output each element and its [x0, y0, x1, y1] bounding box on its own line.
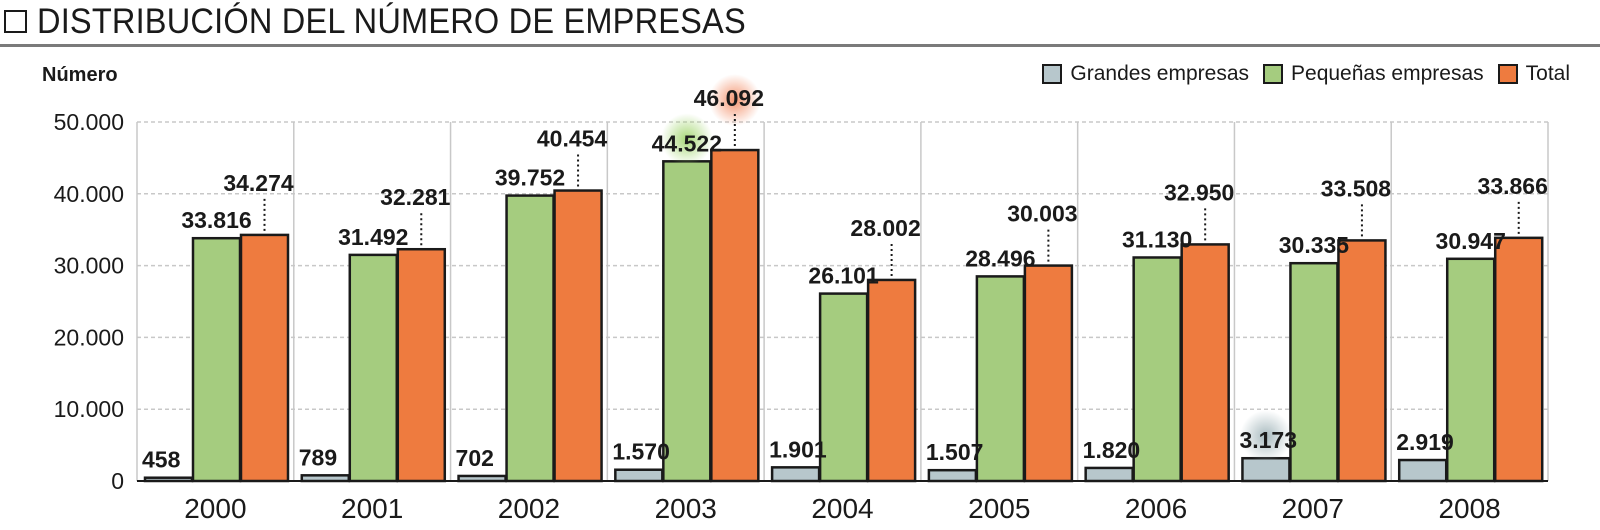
- x-tick-label: 2004: [811, 493, 873, 524]
- y-tick-label: 0: [111, 468, 124, 494]
- bars: [143, 148, 1544, 483]
- value-label-grandes: 3.173: [1239, 427, 1297, 453]
- bar-2003-1: [662, 160, 712, 483]
- bar-2000-1: [191, 236, 242, 483]
- value-label-grandes: 1.570: [612, 439, 670, 465]
- chart-header: DISTRIBUCIÓN DEL NÚMERO DE EMPRESAS: [0, 0, 1600, 47]
- x-tick-label: 2001: [341, 493, 403, 524]
- value-label-total: 34.274: [223, 170, 294, 196]
- x-tick-label: 2003: [655, 493, 717, 524]
- x-tick-label: 2007: [1282, 493, 1344, 524]
- bar-2005-2: [1023, 264, 1074, 483]
- value-label-grandes: 458: [142, 447, 181, 473]
- value-label-total: 46.092: [694, 85, 764, 111]
- bar-2007-1: [1289, 261, 1339, 483]
- y-axis-label: Número: [42, 64, 118, 86]
- value-label-total: 33.508: [1321, 175, 1392, 201]
- legend-label-pequenas: Pequeñas empresas: [1291, 62, 1484, 85]
- legend-item-grandes: Grandes empresas: [1042, 62, 1249, 86]
- y-tick-label: 10.000: [54, 396, 124, 422]
- bar-2006-2: [1180, 243, 1230, 483]
- bar-2000-2: [239, 233, 290, 483]
- chart-title: DISTRIBUCIÓN DEL NÚMERO DE EMPRESAS: [37, 2, 746, 41]
- y-axis: 0 10.000 20.000 30.000 40.000 50.000: [54, 109, 124, 494]
- value-label-pequenas: 31.492: [338, 224, 408, 250]
- title-square-icon: [4, 10, 27, 33]
- value-label-total: 33.866: [1478, 173, 1548, 199]
- bar-2006-0: [1084, 466, 1134, 483]
- value-label-grandes: 1.901: [769, 436, 827, 462]
- y-tick-label: 40.000: [54, 181, 124, 207]
- x-tick-label: 2005: [968, 493, 1030, 524]
- y-tick-label: 50.000: [54, 109, 124, 135]
- legend-item-pequenas: Pequeñas empresas: [1263, 62, 1484, 86]
- value-label-total: 30.003: [1007, 201, 1077, 227]
- value-label-grandes: 789: [299, 444, 337, 470]
- bar-2003-2: [710, 148, 760, 483]
- bar-2001-2: [396, 247, 447, 483]
- legend: Grandes empresas Pequeñas empresas Total: [1042, 62, 1570, 86]
- value-label-pequenas: 39.752: [495, 165, 565, 191]
- bar-2002-1: [505, 194, 555, 483]
- bar-2006-1: [1132, 256, 1182, 483]
- bar-2008-0: [1397, 458, 1448, 483]
- bar-2002-2: [553, 189, 603, 483]
- value-label-total: 32.950: [1164, 179, 1234, 205]
- legend-label-grandes: Grandes empresas: [1070, 62, 1250, 85]
- value-label-pequenas: 26.101: [808, 263, 879, 289]
- bar-2003-0: [614, 468, 664, 483]
- value-label-grandes: 2.919: [1396, 429, 1454, 455]
- bar-2005-0: [927, 468, 978, 483]
- title-divider: [0, 44, 1600, 47]
- value-label-grandes: 1.507: [926, 439, 984, 465]
- bar-2007-2: [1337, 239, 1387, 483]
- x-axis: 2000 2001 2002 2003 2004 2005 2006 2007 2008: [184, 493, 1501, 524]
- x-tick-label: 2006: [1125, 493, 1187, 524]
- bar-2000-0: [143, 476, 194, 483]
- value-label-grandes: 1.820: [1083, 437, 1141, 463]
- value-label-pequenas: 44.522: [652, 130, 722, 156]
- value-label-pequenas: 30.947: [1436, 228, 1506, 254]
- legend-swatch-total: [1497, 64, 1518, 84]
- bar-2008-1: [1445, 257, 1496, 483]
- value-label-pequenas: 31.130: [1122, 226, 1192, 252]
- legend-swatch-grandes: [1042, 64, 1063, 84]
- legend-item-total: Total: [1497, 62, 1570, 86]
- value-label-pequenas: 33.816: [181, 207, 251, 233]
- value-label-pequenas: 30.335: [1279, 232, 1350, 258]
- bar-2008-2: [1493, 236, 1544, 483]
- x-tick-label: 2008: [1438, 493, 1500, 524]
- bar-2004-1: [818, 292, 869, 483]
- bar-2001-1: [348, 253, 399, 483]
- x-tick-label: 2000: [184, 493, 246, 524]
- value-label-total: 40.454: [537, 126, 608, 152]
- legend-label-total: Total: [1525, 62, 1570, 85]
- value-label-pequenas: 28.496: [965, 245, 1035, 271]
- value-label-total: 28.002: [850, 215, 920, 241]
- bar-2004-2: [866, 278, 917, 483]
- x-tick-label: 2002: [498, 493, 560, 524]
- bar-2001-0: [300, 474, 351, 483]
- value-label-total: 32.281: [380, 184, 451, 210]
- legend-swatch-pequenas: [1263, 64, 1284, 84]
- bar-2004-0: [770, 466, 821, 483]
- bar-2002-0: [457, 474, 507, 483]
- bar-2005-1: [975, 275, 1026, 483]
- value-labels: 458 33.816 34.274 789 31.492 32.281 702 39.752 4…: [142, 74, 1548, 473]
- y-tick-label: 20.000: [54, 324, 124, 350]
- y-tick-label: 30.000: [54, 253, 124, 279]
- value-label-grandes: 702: [456, 445, 494, 471]
